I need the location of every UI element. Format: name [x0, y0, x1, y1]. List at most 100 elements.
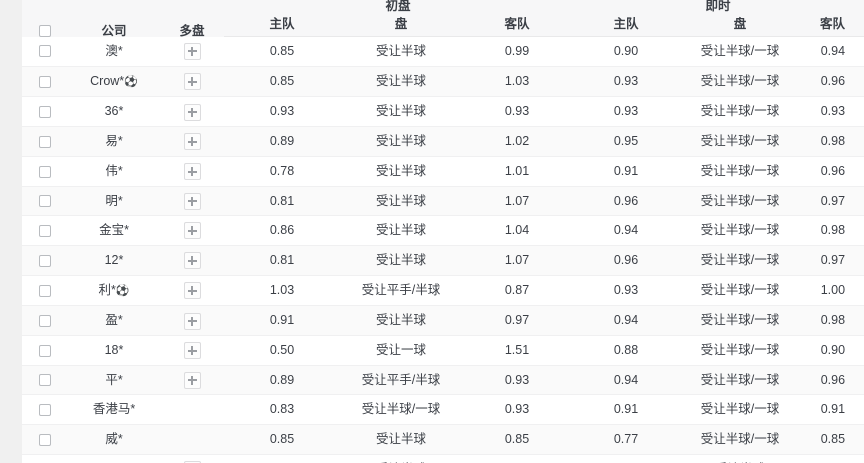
table-row[interactable]: 澳* 0.85 受让半球 0.99 0.90 受让半球/一球 0.94: [22, 36, 864, 67]
company-cell[interactable]: 18*: [68, 335, 160, 366]
table-row[interactable]: Crow*⚽ 0.85 受让半球 1.03 0.93 受让半球/一球 0.96: [22, 66, 864, 98]
row-select-cell[interactable]: [22, 156, 68, 187]
row-checkbox[interactable]: [39, 433, 51, 446]
company-cell[interactable]: 12*: [68, 245, 160, 276]
initial-home-odds: 0.75: [270, 462, 294, 463]
header-initial-home-cell[interactable]: 主队: [224, 12, 340, 37]
plus-icon[interactable]: [183, 163, 201, 181]
company-cell[interactable]: 明*: [68, 186, 160, 217]
row-checkbox[interactable]: [39, 195, 51, 208]
row-checkbox[interactable]: [39, 135, 51, 148]
company-name: 香港马*: [92, 402, 136, 417]
select-all-checkbox[interactable]: [39, 24, 51, 37]
plus-icon[interactable]: [183, 252, 201, 270]
plus-icon[interactable]: [183, 192, 201, 210]
multi-handicap-cell[interactable]: [160, 156, 224, 187]
row-checkbox[interactable]: [39, 106, 51, 119]
plus-icon[interactable]: [183, 282, 201, 300]
header-live-handicap-cell[interactable]: 盘: [680, 12, 801, 37]
company-cell[interactable]: 盈*: [68, 305, 160, 337]
multi-handicap-cell[interactable]: [160, 96, 224, 128]
table-row[interactable]: 伟* 0.78 受让半球 1.01 0.91 受让半球/一球 0.96: [22, 156, 864, 187]
company-cell[interactable]: 金宝*: [68, 215, 160, 246]
table-row[interactable]: 威* 0.85 受让半球 0.85 0.77 受让半球/一球 0.85: [22, 424, 864, 455]
table-row[interactable]: 金宝* 0.86 受让半球 1.04 0.94 受让半球/一球 0.98: [22, 215, 864, 246]
multi-handicap-cell[interactable]: [160, 66, 224, 98]
row-checkbox[interactable]: [39, 315, 51, 328]
row-checkbox[interactable]: [39, 284, 51, 297]
plus-icon[interactable]: [183, 461, 201, 463]
row-checkbox[interactable]: [39, 165, 51, 178]
plus-icon[interactable]: [183, 371, 201, 389]
company-cell[interactable]: Interwet*: [68, 454, 160, 463]
table-row[interactable]: 18* 0.50 受让一球 1.51 0.88 受让半球/一球 0.90: [22, 335, 864, 366]
header-live-away-cell[interactable]: 客队: [800, 12, 864, 37]
company-cell[interactable]: 威*: [68, 424, 160, 455]
company-cell[interactable]: 易*: [68, 126, 160, 157]
table-row[interactable]: 盈* 0.91 受让半球 0.97 0.94 受让半球/一球 0.98: [22, 305, 864, 337]
company-cell[interactable]: 36*: [68, 96, 160, 128]
multi-handicap-cell[interactable]: [160, 186, 224, 217]
company-cell[interactable]: 利*⚽: [68, 275, 160, 307]
live-away-odds: 0.98: [820, 134, 846, 149]
row-select-cell[interactable]: [22, 215, 68, 246]
row-select-cell[interactable]: [22, 275, 68, 307]
plus-icon[interactable]: [183, 312, 201, 330]
live-away-odds-cell: 0.97: [800, 186, 864, 217]
multi-handicap-cell[interactable]: [160, 335, 224, 366]
row-checkbox[interactable]: [39, 224, 51, 237]
table-row[interactable]: 平* 0.89 受让平手/半球 0.93 0.94 受让半球/一球 0.96: [22, 365, 864, 396]
plus-icon[interactable]: [183, 133, 201, 151]
row-checkbox[interactable]: [39, 45, 51, 58]
plus-icon[interactable]: [183, 342, 201, 360]
multi-handicap-cell[interactable]: [160, 454, 224, 463]
company-cell[interactable]: 平*: [68, 365, 160, 396]
plus-icon[interactable]: [183, 42, 201, 60]
row-checkbox[interactable]: [39, 344, 51, 357]
row-select-cell[interactable]: [22, 66, 68, 98]
multi-handicap-cell[interactable]: [160, 275, 224, 307]
header-company-cell[interactable]: 公司: [68, 0, 160, 37]
table-row[interactable]: 香港马* 0.83 受让半球/一球 0.93 0.91 受让半球/一球 0.91: [22, 394, 864, 426]
company-cell[interactable]: 香港马*: [68, 394, 160, 426]
table-row[interactable]: 易* 0.89 受让半球 1.02 0.95 受让半球/一球 0.98: [22, 126, 864, 157]
row-select-cell[interactable]: [22, 335, 68, 366]
live-handicap-cell: 受让半球/一球: [680, 215, 801, 246]
multi-handicap-cell[interactable]: [160, 365, 224, 396]
row-checkbox[interactable]: [39, 254, 51, 267]
header-live-home-cell[interactable]: 主队: [572, 12, 681, 37]
table-row[interactable]: 36* 0.93 受让半球 0.93 0.93 受让半球/一球 0.93: [22, 96, 864, 128]
header-initial-handicap-cell[interactable]: 盘: [340, 12, 462, 37]
row-select-cell[interactable]: [22, 96, 68, 128]
row-checkbox[interactable]: [39, 404, 51, 417]
company-cell[interactable]: 澳*: [68, 36, 160, 67]
live-handicap-cell: 受让半球/一球: [680, 365, 801, 396]
multi-handicap-cell[interactable]: [160, 126, 224, 157]
company-cell[interactable]: Crow*⚽: [68, 66, 160, 98]
row-checkbox[interactable]: [39, 75, 51, 88]
row-select-cell[interactable]: [22, 424, 68, 455]
row-select-cell[interactable]: [22, 245, 68, 276]
plus-icon[interactable]: [183, 222, 201, 240]
row-select-cell[interactable]: [22, 305, 68, 337]
table-row[interactable]: 12* 0.81 受让半球 1.07 0.96 受让半球/一球 0.97: [22, 245, 864, 276]
row-select-cell[interactable]: [22, 126, 68, 157]
row-select-cell[interactable]: [22, 454, 68, 463]
table-row[interactable]: Interwet* 0.75 受让半球 1.05 1.00 受让半球 0.80: [22, 454, 864, 463]
row-select-cell[interactable]: [22, 394, 68, 426]
table-row[interactable]: 明* 0.81 受让半球 1.07 0.96 受让半球/一球 0.97: [22, 186, 864, 217]
row-select-cell[interactable]: [22, 36, 68, 67]
row-select-cell[interactable]: [22, 186, 68, 217]
plus-icon[interactable]: [183, 103, 201, 121]
multi-handicap-cell[interactable]: [160, 36, 224, 67]
company-cell[interactable]: 伟*: [68, 156, 160, 187]
multi-handicap-cell[interactable]: [160, 305, 224, 337]
multi-handicap-cell[interactable]: [160, 245, 224, 276]
plus-icon[interactable]: [183, 73, 201, 91]
multi-handicap-cell[interactable]: [160, 215, 224, 246]
table-row[interactable]: 利*⚽ 1.03 受让平手/半球 0.87 0.93 受让半球/一球 1.00: [22, 275, 864, 307]
header-initial-away-cell[interactable]: 客队: [462, 12, 573, 37]
header-multi-cell[interactable]: 多盘: [160, 0, 224, 37]
row-checkbox[interactable]: [39, 374, 51, 387]
row-select-cell[interactable]: [22, 365, 68, 396]
